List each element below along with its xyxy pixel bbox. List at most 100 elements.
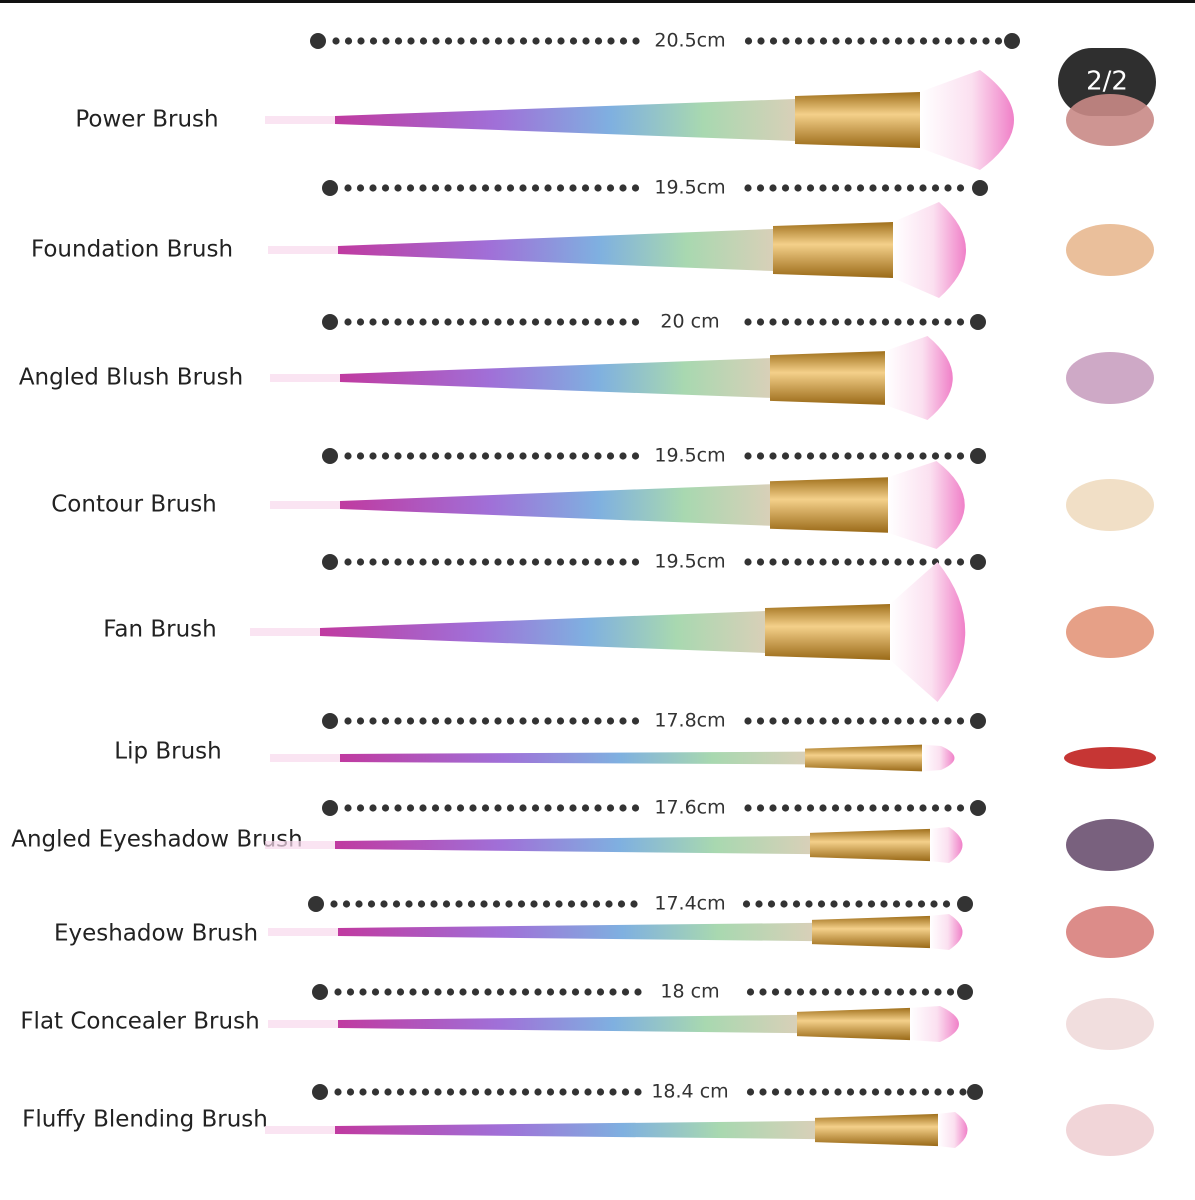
- dot-end: [312, 1084, 328, 1100]
- handle-tip: [250, 628, 320, 636]
- dot: [394, 318, 402, 326]
- dot: [869, 804, 877, 812]
- ferrule: [770, 351, 885, 405]
- swatch: [1066, 1104, 1154, 1156]
- dot: [621, 1088, 630, 1096]
- dot: [621, 988, 630, 996]
- dot: [556, 184, 565, 192]
- dot: [755, 900, 763, 908]
- dot: [484, 1088, 492, 1096]
- dot-end: [970, 448, 986, 464]
- dot: [994, 37, 1003, 45]
- dot: [894, 184, 902, 192]
- dot: [484, 988, 492, 996]
- dot: [431, 184, 440, 192]
- dot: [421, 988, 430, 996]
- dot: [619, 717, 627, 725]
- dot: [605, 900, 613, 908]
- dot: [756, 318, 765, 326]
- dot: [630, 900, 638, 908]
- bristles: [922, 744, 955, 772]
- length-label: 17.4cm: [654, 893, 725, 915]
- dot: [806, 318, 815, 326]
- brush-name: Angled Eyeshadow Brush: [11, 827, 302, 853]
- dot: [517, 900, 526, 908]
- dot: [809, 1088, 817, 1096]
- dot: [456, 558, 465, 566]
- dot: [405, 900, 413, 908]
- dot: [919, 184, 927, 192]
- brush-row: 17.8cm Lip Brush: [114, 710, 1156, 772]
- dot: [334, 988, 342, 996]
- dot: [344, 37, 353, 45]
- dot: [831, 318, 840, 326]
- handle-tip: [270, 501, 340, 509]
- dot: [342, 900, 351, 908]
- dot: [744, 452, 752, 460]
- brush-row: 18.4 cm Fluffy Blending Brush: [22, 1081, 1154, 1156]
- dot: [781, 184, 790, 192]
- swatch: [1066, 906, 1154, 958]
- dot: [831, 804, 840, 812]
- dot: [869, 558, 877, 566]
- dot: [606, 452, 615, 460]
- length-label: 19.5cm: [654, 445, 725, 467]
- handle: [340, 751, 805, 765]
- dot: [919, 318, 927, 326]
- dot: [346, 1088, 355, 1096]
- dot: [606, 717, 615, 725]
- dot: [556, 318, 565, 326]
- dot: [519, 37, 528, 45]
- dot: [469, 184, 477, 192]
- dot: [607, 37, 615, 45]
- dot: [544, 452, 552, 460]
- ferrule: [797, 1007, 910, 1041]
- dot: [419, 318, 427, 326]
- dot: [769, 804, 777, 812]
- dot: [469, 37, 478, 45]
- dot: [356, 804, 365, 812]
- dot: [356, 318, 365, 326]
- dot: [931, 804, 940, 812]
- dot: [769, 37, 778, 45]
- swatch: [1066, 352, 1154, 404]
- dot: [569, 37, 578, 45]
- dot: [744, 318, 752, 326]
- dot: [409, 1088, 417, 1096]
- dot: [894, 804, 902, 812]
- dot: [431, 558, 440, 566]
- dot: [906, 558, 915, 566]
- dot-end: [970, 554, 986, 570]
- dot: [471, 1088, 480, 1096]
- swatch: [1066, 479, 1154, 531]
- dot: [344, 318, 352, 326]
- dot: [919, 452, 927, 460]
- dot: [384, 1088, 392, 1096]
- dot: [442, 900, 451, 908]
- dot: [569, 452, 577, 460]
- dot: [781, 318, 790, 326]
- dot: [744, 184, 752, 192]
- dot: [367, 900, 376, 908]
- dot: [594, 558, 602, 566]
- ferrule: [795, 92, 920, 148]
- dot: [844, 37, 853, 45]
- dot: [744, 804, 752, 812]
- dot: [444, 184, 452, 192]
- dot: [906, 804, 915, 812]
- dot: [394, 37, 403, 45]
- dot: [844, 184, 852, 192]
- handle-tip: [268, 1020, 338, 1028]
- dot: [369, 318, 377, 326]
- dot: [506, 184, 515, 192]
- length-label: 18 cm: [660, 981, 719, 1003]
- dot: [844, 804, 852, 812]
- dot: [894, 37, 903, 45]
- dot: [419, 37, 428, 45]
- dot-end: [322, 180, 338, 196]
- dot: [456, 717, 465, 725]
- handle: [340, 358, 770, 398]
- bristles: [930, 914, 963, 950]
- dot: [856, 452, 865, 460]
- dot: [769, 318, 777, 326]
